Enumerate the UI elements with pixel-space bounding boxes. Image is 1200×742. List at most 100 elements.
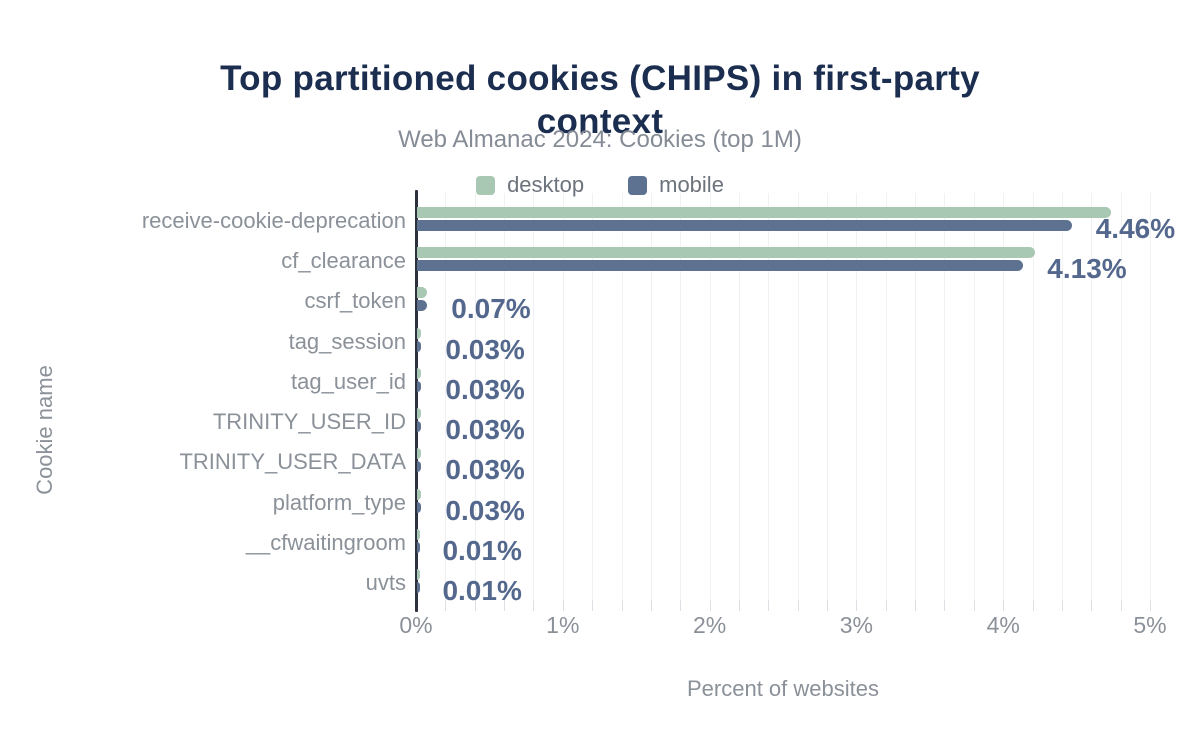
gridline [885,193,887,600]
axis-tick [1061,600,1063,611]
gridline [504,193,506,600]
value-label: 4.13% [1047,253,1127,285]
gridline [533,193,535,600]
axis-tick [1003,600,1005,611]
value-label: 0.01% [442,534,522,566]
bar-desktop [417,408,422,420]
gridline [1003,193,1005,600]
value-label: 4.46% [1095,213,1176,244]
category-label: platform_type [272,489,406,515]
x-tick-label: 2% [692,612,727,638]
axis-tick [856,600,858,611]
legend-label-desktop: desktop [507,172,585,197]
axis-tick [445,600,447,611]
category-label: uvts [365,569,406,595]
y-axis-title: Cookie name [32,365,57,495]
desktop-swatch-icon [476,175,496,195]
x-tick-label: 5% [1133,612,1167,638]
axis-tick [650,600,652,611]
gridline [738,193,740,600]
gridline [827,193,829,600]
chart-title: Top partitioned cookies (CHIPS) in first… [0,57,1200,143]
chart-subtitle: Web Almanac 2024: Cookies (top 1M) [398,126,802,153]
gridline [592,193,594,600]
axis-tick [621,600,623,611]
category-label: TRINITY_USER_DATA [179,449,406,475]
legend-item-mobile[interactable]: mobile [628,172,724,198]
bar-desktop [417,528,420,540]
gridline [944,193,946,600]
value-label: 0.03% [445,333,525,365]
gridline [1150,193,1151,600]
chart-title-line-1: Top partitioned cookies (CHIPS) in first… [220,59,980,99]
value-label: 0.03% [445,494,525,526]
value-label: 0.01% [442,574,522,606]
value-label: 0.03% [445,373,525,405]
gridline [1120,193,1122,600]
axis-tick [768,600,770,611]
axis-tick [1091,600,1093,611]
category-label: __cfwaitingroom [245,529,406,555]
value-label: 0.03% [445,414,525,446]
axis-tick [533,600,535,611]
gridline [621,193,623,600]
gridline [1032,193,1034,600]
gridline [709,193,711,600]
value-label: 0.07% [451,293,531,325]
bar-desktop [417,488,422,500]
bar-mobile [417,461,422,473]
axis-tick [944,600,946,611]
category-label: TRINITY_USER_ID [212,409,406,435]
axis-tick [973,600,975,611]
category-label: csrf_token [304,288,407,314]
gridline [856,193,858,600]
y-axis-line [415,190,418,612]
axis-tick [592,600,594,611]
category-label: tag_user_id [291,368,406,394]
bar-mobile [417,300,428,312]
bar-desktop [417,207,1112,218]
bar-desktop [417,568,420,580]
x-tick-label: 3% [839,612,874,638]
bar-mobile [417,260,1024,272]
gridline [445,193,447,600]
axis-tick [474,600,476,611]
legend-item-desktop[interactable]: desktop [476,172,584,198]
gridline [768,193,770,600]
axis-tick [885,600,887,611]
bar-mobile [417,421,422,433]
bar-mobile [417,340,422,352]
bar-desktop [417,367,422,379]
axis-tick [797,600,799,611]
bar-mobile [417,541,420,553]
category-label: tag_session [288,328,406,354]
axis-tick [738,600,740,611]
bar-desktop [417,327,422,339]
gridline [650,193,652,600]
axis-tick [1150,600,1151,611]
gridline [562,193,564,600]
category-label: cf_clearance [281,248,406,274]
x-axis-title: Percent of websites [687,676,879,701]
chart-title-line-2: context [536,102,664,142]
axis-tick [1032,600,1034,611]
x-tick-label: 1% [546,612,580,638]
value-label: 0.03% [445,454,525,486]
axis-tick [562,600,564,611]
bar-mobile [417,581,420,593]
gridline [680,193,682,600]
gridline [973,193,975,600]
axis-tick [504,600,506,611]
axis-tick [915,600,917,611]
x-tick-label: 0% [399,612,433,638]
legend: desktop mobile [0,172,1200,198]
bar-desktop [417,448,422,460]
bar-mobile [417,501,422,513]
legend-label-mobile: mobile [659,172,724,197]
bar-desktop [417,247,1036,259]
category-label: receive-cookie-deprecation [141,208,406,233]
axis-tick [680,600,682,611]
gridline [1061,193,1063,600]
x-tick-label: 4% [986,612,1020,638]
